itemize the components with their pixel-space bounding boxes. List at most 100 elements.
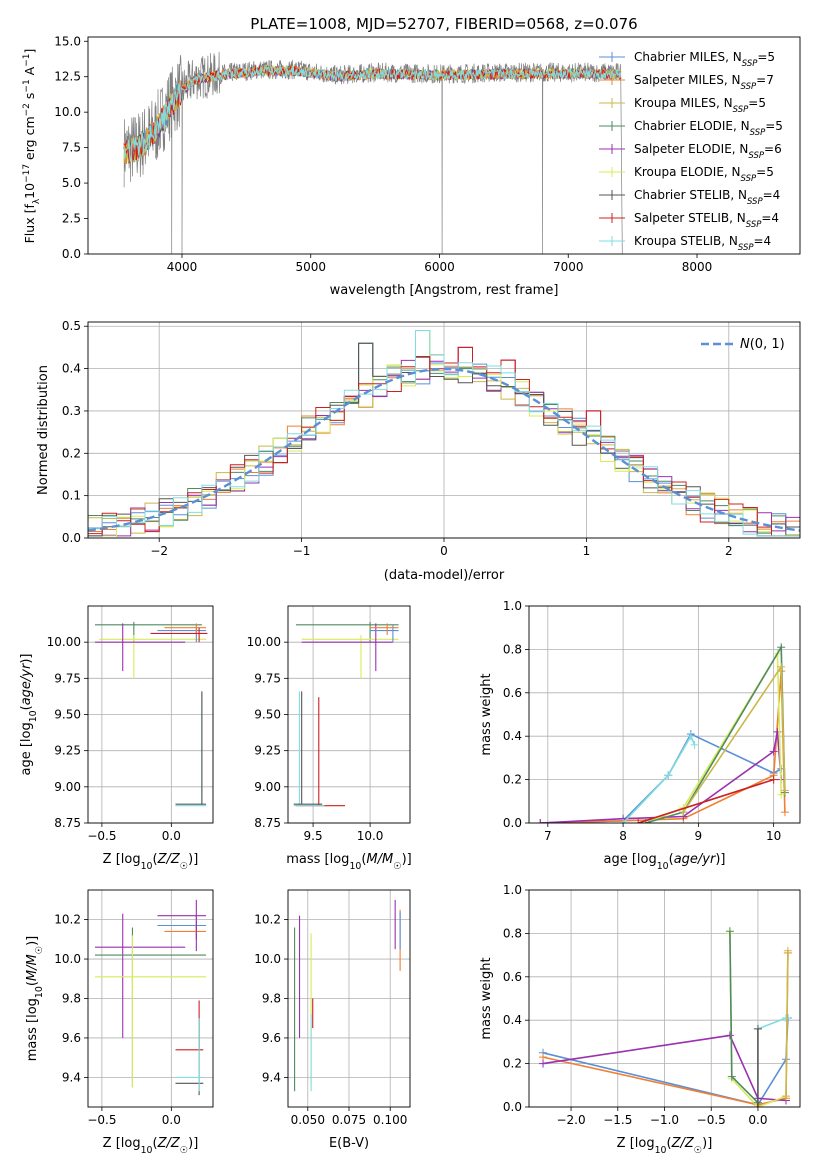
weight-vs-age-ytick-label: 0.6 [503, 686, 522, 700]
spectrum-data-line [123, 51, 623, 254]
weight-vs-age-ytick-label: 0.2 [503, 773, 522, 787]
weight-vs-Z-ytick-label: 0.6 [503, 970, 522, 984]
gaussian-reference-curve [88, 367, 800, 532]
spectrum-ytick-label: 0.0 [62, 247, 81, 261]
legend-label-chabrier-elodie: Chabrier ELODIE, NSSP=5 [634, 119, 783, 138]
mass-vs-Z-ylabel: mass [log10(M/M☉)] [25, 936, 45, 1062]
mass-vs-Z-xtick-label: 0.0 [162, 1113, 181, 1127]
weight-vs-Z-xtick-label: −1.0 [650, 1113, 679, 1127]
age-vs-mass-ytick-label: 8.75 [254, 816, 281, 830]
mass-vs-EBV-ytick-label: 9.6 [262, 1031, 281, 1045]
weight-vs-age-line-salpeter-stelib [637, 778, 774, 823]
weight-vs-Z-xtick-label: −0.5 [697, 1113, 726, 1127]
age-vs-Z-ytick-label: 10.00 [47, 635, 81, 649]
mass-vs-Z-ytick-label: 10.2 [54, 913, 81, 927]
residuals-frame [87, 321, 801, 539]
weight-vs-Z-ylabel: mass weight [479, 957, 494, 1039]
weight-vs-age-line-salpeter-elodie [540, 731, 782, 823]
residuals-ytick-label: 0.2 [62, 446, 81, 460]
weight-vs-age-xtick-label: 10 [766, 829, 781, 843]
weight-vs-Z-ytick-label: 0.2 [503, 1057, 522, 1071]
mass-vs-EBV-ytick-label: 10.2 [254, 913, 281, 927]
spectrum-frame [87, 36, 801, 255]
weight-vs-Z-xtick-label: −2.0 [556, 1113, 585, 1127]
weight-vs-age-xtick-label: 7 [544, 829, 552, 843]
legend-label-chabrier-stelib: Chabrier STELIB, NSSP=4 [634, 188, 780, 207]
weight-vs-Z-ytick-label: 0.0 [503, 1100, 522, 1114]
residuals-ytick-label: 0.4 [62, 362, 81, 376]
spectrum-ylabel: Flux [fλ10−17 erg cm−2 s−1 A−1] [22, 49, 42, 244]
spectrum-axes: 4000 5000 6000 7000 8000 0.0 2.5 5.0 7.5 10.0 12.5… [54, 34, 712, 274]
age-vs-Z-xtick-label: −0.5 [87, 829, 116, 843]
spectrum-xtick-label: 6000 [424, 260, 455, 274]
mass-vs-Z-ytick-label: 9.4 [62, 1070, 81, 1084]
spectrum-xtick-label: 5000 [295, 260, 326, 274]
residuals-xtick-label: 0 [440, 544, 448, 558]
weight-vs-Z-xlabel: Z [log10(Z/Z☉)] [617, 1136, 713, 1156]
plot-layer: 4000 5000 6000 7000 80000.02.55.07.510.012.5… [19, 34, 801, 1156]
age-vs-mass-ytick-label: 9.75 [254, 671, 281, 685]
age-vs-Z-axes: −0.5 0.0 8.75 9.00 9.25 9.50 9.75 10.00 [47, 606, 213, 843]
weight-vs-age-xtick-label: 9 [695, 829, 703, 843]
mass-vs-EBV-axes: 0.050 0.075 0.100 9.4 9.6 9.8 10.0 10.2 [254, 890, 410, 1127]
age-vs-mass-ytick-label: 9.00 [254, 780, 281, 794]
weight-vs-age-ylabel: mass weight [479, 673, 494, 755]
legend-label-kroupa-stelib: Kroupa STELIB, NSSP=4 [634, 234, 771, 253]
weight-vs-age-xlabel: age [log10(age/yr)] [603, 852, 725, 872]
weight-vs-Z-line-salpeter-elodie [542, 1034, 787, 1102]
age-vs-Z-ytick-label: 9.50 [54, 708, 81, 722]
age-vs-Z-ytick-label: 9.00 [54, 780, 81, 794]
age-vs-mass-axes: 9.5 10.0 8.75 9.00 9.25 9.50 9.75 10.00 [247, 606, 410, 843]
mass-vs-EBV-plot-area [294, 899, 401, 1092]
residuals-ytick-label: 0.5 [62, 319, 81, 333]
legend-label-chabrier-miles: Chabrier MILES, NSSP=5 [634, 50, 775, 69]
spectrum-ytick-label: 10.0 [54, 105, 81, 119]
weight-vs-age-frame [528, 605, 801, 824]
legend-label-kroupa-miles: Kroupa MILES, NSSP=5 [634, 96, 766, 115]
spectrum-xtick-label: 8000 [682, 260, 713, 274]
spectrum-model-line-salpeter-stelib [123, 64, 622, 163]
mass-vs-EBV-ytick-label: 9.8 [262, 992, 281, 1006]
mass-vs-Z-ytick-label: 9.8 [62, 992, 81, 1006]
mass-vs-Z-xtick-label: −0.5 [87, 1113, 116, 1127]
weight-vs-Z-ytick-label: 0.4 [503, 1013, 522, 1027]
mass-vs-Z-frame [87, 889, 214, 1108]
mass-vs-EBV-frame [287, 889, 411, 1108]
weight-vs-Z-line-chabrier-miles [542, 1017, 789, 1106]
spectrum-ytick-label: 5.0 [62, 176, 81, 190]
weight-vs-age-plot-area [536, 643, 789, 823]
spectrum-ytick-label: 15.0 [54, 34, 81, 48]
weight-vs-age-ytick-label: 1.0 [503, 599, 522, 613]
weight-vs-Z-plot-area [539, 927, 792, 1107]
weight-vs-Z-ytick-label: 1.0 [503, 883, 522, 897]
mass-vs-Z-ytick-label: 9.6 [62, 1031, 81, 1045]
weight-vs-age-line-salpeter-miles [540, 671, 786, 823]
weight-vs-age-ytick-label: 0.0 [503, 816, 522, 830]
spectrum-plot-area [123, 51, 623, 254]
weight-vs-Z-frame [528, 889, 801, 1108]
weight-vs-Z-line-kroupa-stelib [757, 1017, 787, 1030]
residuals-xtick-label: −1 [293, 544, 311, 558]
weight-vs-age-line-kroupa-stelib [622, 734, 696, 823]
mass-vs-EBV-xtick-label: 0.100 [373, 1113, 407, 1127]
spectrum-ytick-label: 2.5 [62, 212, 81, 226]
residuals-ytick-label: 0.3 [62, 404, 81, 418]
residuals-legend-label: N(0, 1) [740, 337, 785, 352]
weight-vs-age-line-chabrier-miles [540, 732, 782, 823]
age-vs-Z-ytick-label: 8.75 [54, 816, 81, 830]
weight-vs-age-ytick-label: 0.8 [503, 642, 522, 656]
age-vs-mass-xtick-label: 10.0 [357, 829, 384, 843]
spectrum-xtick-label: 7000 [553, 260, 584, 274]
figure-title: PLATE=1008, MJD=52707, FIBERID=0568, z=0… [250, 15, 637, 33]
residuals-xtick-label: 1 [583, 544, 591, 558]
legend-label-salpeter-elodie: Salpeter ELODIE, NSSP=6 [634, 142, 782, 161]
age-vs-Z-ytick-label: 9.75 [54, 671, 81, 685]
mass-vs-EBV-ytick-label: 9.4 [262, 1070, 281, 1084]
spectrum-xlabel: wavelength [Angstrom, rest frame] [330, 283, 559, 298]
weight-vs-age-ytick-label: 0.4 [503, 729, 522, 743]
spectrum-xtick-label: 4000 [167, 260, 198, 274]
residuals-ytick-label: 0.0 [62, 531, 81, 545]
residuals-xlabel: (data-model)/error [384, 568, 505, 583]
age-vs-mass-xtick-label: 9.5 [304, 829, 323, 843]
